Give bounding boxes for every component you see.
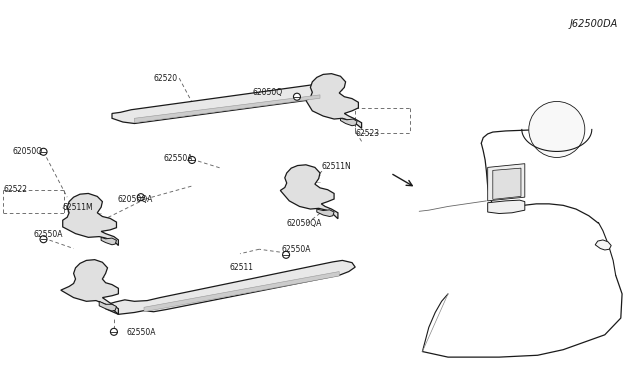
Text: 62550A: 62550A (34, 230, 63, 239)
Polygon shape (488, 164, 525, 201)
Text: 62050QA: 62050QA (117, 195, 152, 203)
Polygon shape (99, 301, 116, 311)
Polygon shape (63, 193, 118, 246)
Text: 62522: 62522 (3, 185, 27, 194)
Circle shape (111, 328, 117, 335)
Polygon shape (134, 95, 320, 123)
Polygon shape (61, 260, 118, 314)
Circle shape (189, 157, 195, 163)
Polygon shape (340, 118, 357, 126)
Text: 62511N: 62511N (322, 162, 351, 171)
Polygon shape (595, 240, 611, 250)
Polygon shape (317, 209, 334, 217)
Circle shape (40, 148, 47, 155)
Text: 62520: 62520 (154, 74, 178, 83)
Circle shape (40, 236, 47, 243)
Text: 62550A: 62550A (127, 328, 156, 337)
Text: 62550A: 62550A (282, 245, 311, 254)
Text: 62511M: 62511M (63, 203, 93, 212)
Circle shape (529, 102, 585, 157)
Polygon shape (144, 272, 339, 312)
Text: 62550A: 62550A (163, 154, 193, 163)
Polygon shape (280, 165, 338, 219)
Circle shape (283, 251, 289, 258)
Polygon shape (112, 84, 333, 124)
Polygon shape (493, 168, 521, 199)
Polygon shape (488, 200, 525, 214)
Text: J62500DA: J62500DA (570, 19, 618, 29)
Polygon shape (306, 74, 362, 128)
Polygon shape (106, 260, 355, 314)
Circle shape (138, 194, 144, 201)
Circle shape (294, 93, 300, 100)
Text: 62050Q: 62050Q (253, 88, 283, 97)
Text: 62523: 62523 (355, 129, 380, 138)
Polygon shape (101, 237, 116, 245)
Text: 62511: 62511 (229, 263, 253, 272)
Text: 62050Q: 62050Q (13, 147, 43, 156)
Text: 62050QA: 62050QA (287, 219, 322, 228)
